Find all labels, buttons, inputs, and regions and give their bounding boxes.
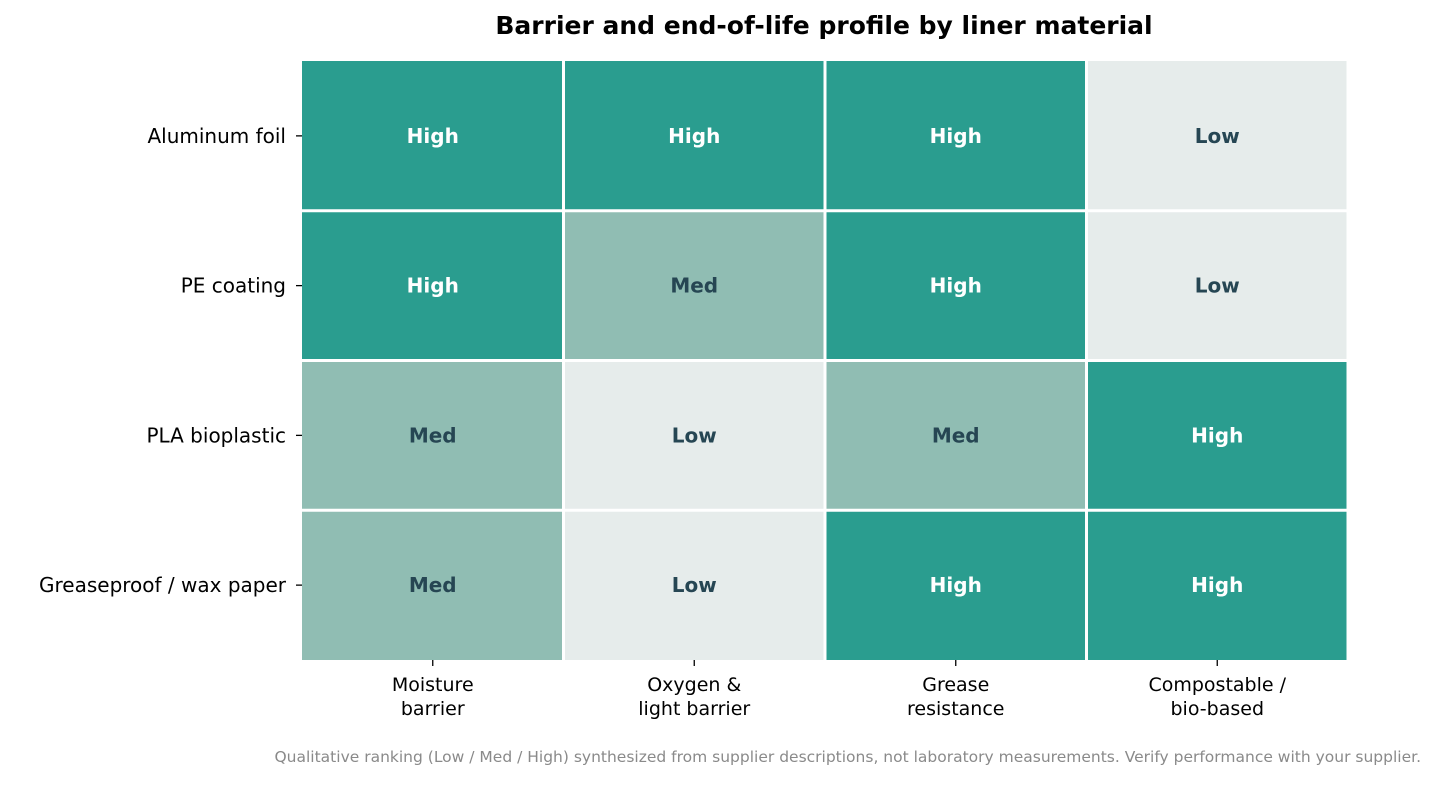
row-label: Aluminum foil [147, 124, 286, 148]
heatmap-cell [565, 61, 824, 210]
heatmap-cell [1088, 511, 1347, 660]
row-label: PE coating [181, 274, 286, 298]
heatmap-cell [826, 212, 1085, 359]
column-label: Oxygen & light barrier [638, 674, 750, 720]
heatmap-cell [302, 511, 562, 660]
column-label: Moisture barrier [392, 674, 474, 720]
chart-footnote: Qualitative ranking (Low / Med / High) s… [274, 748, 1421, 766]
cell-value-label: High [668, 124, 720, 148]
row-label: PLA bioplastic [146, 423, 286, 447]
column-label: Compostable / bio-based [1148, 674, 1286, 720]
heatmap-cell [565, 212, 824, 359]
heatmap-cell [302, 362, 562, 509]
heatmap-cell [826, 61, 1085, 210]
heatmap-cell [565, 511, 824, 660]
column-label: Grease resistance [907, 674, 1004, 720]
column-labels: Moisture barrier Oxygen & light barrier Grea… [392, 674, 1287, 720]
heatmap-cell [826, 511, 1085, 660]
cell-value-label: Med [932, 423, 980, 447]
cell-value-label: Low [672, 573, 717, 597]
heatmap-cell [1088, 61, 1347, 210]
row-label: Greaseproof / wax paper [39, 573, 287, 597]
cell-value-label: High [1191, 423, 1243, 447]
cell-value-label: Med [670, 274, 718, 298]
cell-value-label: Low [672, 423, 717, 447]
cell-value-label: High [407, 124, 459, 148]
cell-value-label: High [407, 274, 459, 298]
cell-value-label: High [1191, 573, 1243, 597]
heatmap-cells: High High High Low High Med High Low Med Low Med Hi… [302, 61, 1347, 660]
cell-value-label: Med [409, 573, 457, 597]
heatmap-cell [1088, 212, 1347, 359]
cell-value-label: High [930, 274, 982, 298]
cell-value-label: Low [1195, 274, 1240, 298]
cell-value-label: High [930, 124, 982, 148]
chart-title: Barrier and end-of-life profile by liner… [495, 11, 1152, 40]
heatmap-cell [826, 362, 1085, 509]
heatmap-cell [302, 61, 562, 210]
heatmap-cell [302, 212, 562, 359]
cell-value-label: Low [1195, 124, 1240, 148]
axis-ticks [296, 135, 1218, 666]
cell-value-label: Med [409, 423, 457, 447]
heatmap-cell [565, 362, 824, 509]
heatmap-cell [1088, 362, 1347, 509]
row-labels: Aluminum foil PE coating PLA bioplastic Gre… [39, 124, 287, 597]
cell-value-label: High [930, 573, 982, 597]
